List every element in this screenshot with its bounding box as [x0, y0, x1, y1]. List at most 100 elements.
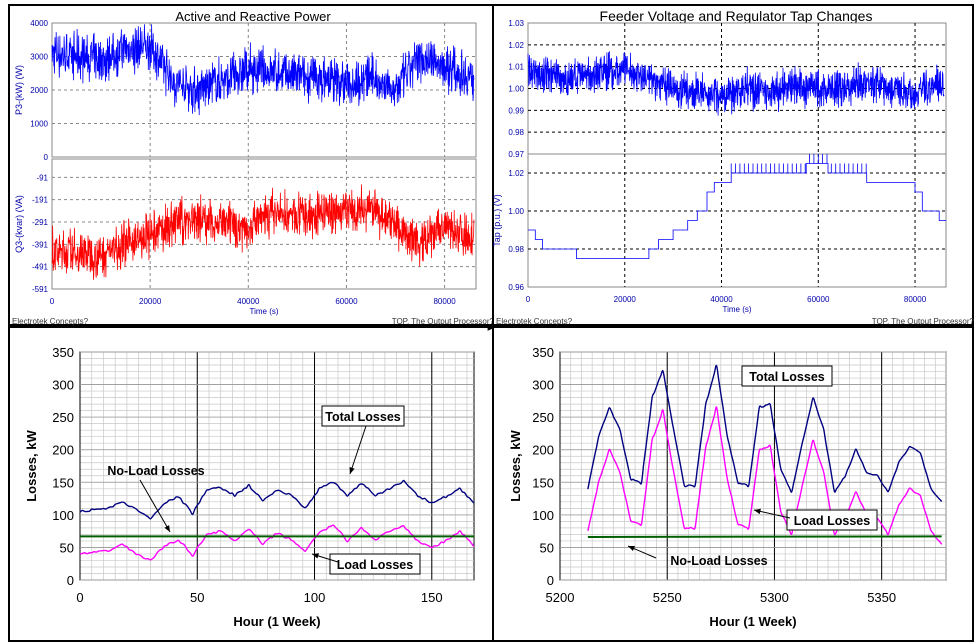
x-tick-label: 5200: [546, 590, 575, 605]
y-tick-label: 300: [532, 378, 554, 393]
y-tick-label: 3000: [30, 53, 48, 62]
panel-feeder-voltage: Feeder Voltage and Regulator Tap Changes…: [492, 4, 975, 326]
annotation-label: No-Load Losses: [670, 554, 767, 568]
x-axis-label: Hour (1 Week): [233, 614, 320, 629]
y-tick-label: 100: [532, 508, 554, 523]
annotation-label: Total Losses: [749, 370, 825, 384]
y-tick-label: -591: [32, 285, 49, 294]
x-tick-label: 0: [76, 590, 83, 605]
y-tick-label: 50: [540, 540, 554, 555]
series-line: [528, 154, 946, 259]
series-line: [587, 535, 942, 539]
panel-weekly-losses: 0 50 100 150 200 250 300 350 0 50 100 150 Hour (1 We…: [8, 326, 494, 642]
y-axis-label: Tap (p.u.) (V): [492, 194, 502, 247]
y-tick-label: 1.01: [508, 63, 524, 72]
annotation-arrowhead: [312, 553, 319, 559]
y-tick-label: 0.97: [508, 150, 524, 159]
y-tick-label: -491: [32, 263, 49, 272]
y-tick-label: -191: [32, 196, 49, 205]
y-tick-label: 200: [532, 443, 554, 458]
y-tick-label: 300: [52, 378, 74, 393]
x-tick-label: 80000: [904, 295, 927, 304]
annotation-arrow: [349, 425, 367, 475]
x-tick-label: 40000: [237, 297, 260, 306]
x-tick-label: 60000: [807, 295, 830, 304]
annotation-box: [329, 553, 421, 575]
y-tick-label: 150: [532, 475, 554, 490]
x-tick-label: 40000: [710, 295, 733, 304]
panel-zoomed-losses: 0 50 100 150 200 250 300 350 5200 5250 5300 5350 Hou…: [487, 325, 974, 642]
y-tick-label: 1000: [30, 120, 48, 129]
y-tick-label: 1.02: [508, 169, 524, 178]
y-tick-label: 1.00: [508, 85, 524, 94]
series-line: [79, 479, 475, 520]
annotation-label: Load Losses: [337, 558, 413, 572]
annotation-box: [321, 405, 405, 427]
x-tick-label: 20000: [614, 295, 637, 304]
x-tick-label: 5350: [867, 590, 896, 605]
x-tick-label: 60000: [335, 297, 358, 306]
y-tick-label: 250: [52, 410, 74, 425]
annotation-box: [741, 365, 833, 387]
footer-left: Electrotek Concepts?: [12, 317, 89, 326]
y-tick-label: 250: [532, 410, 554, 425]
series-line: [527, 51, 945, 116]
x-tick-label: 100: [304, 590, 326, 605]
chart-active-reactive-power: Active and Reactive Power 0 1000 2000 3000 40…: [12, 9, 495, 326]
series-line: [79, 524, 475, 561]
y-tick-label: 2000: [30, 86, 48, 95]
x-tick-label: 80000: [433, 297, 456, 306]
annotation-arrowhead: [164, 525, 170, 532]
y-tick-label: 0: [44, 153, 49, 162]
y-tick-label: 1.03: [508, 19, 524, 28]
y-tick-label: 0.98: [508, 245, 524, 254]
annotation-label: Total Losses: [325, 410, 401, 424]
annotation-label: Load Losses: [794, 514, 870, 528]
annotation-label: No-Load Losses: [107, 464, 204, 478]
annotation-arrow: [139, 479, 171, 533]
annotation-arrowhead: [487, 325, 494, 331]
y-tick-label: -91: [36, 173, 48, 182]
y-tick-label: 0: [547, 573, 554, 588]
y-tick-label: 350: [52, 345, 74, 360]
y-tick-label: 0.96: [508, 283, 524, 292]
series-line: [51, 24, 475, 116]
y-tick-label: 0.99: [508, 106, 524, 115]
series-line: [51, 184, 475, 280]
annotation-arrowhead: [754, 508, 761, 515]
chart-title: Feeder Voltage and Regulator Tap Changes: [600, 8, 873, 24]
y-tick-label: 1.00: [508, 207, 524, 216]
y-tick-label: 50: [60, 540, 74, 555]
x-tick-label: 20000: [139, 297, 162, 306]
y-tick-label: -391: [32, 240, 49, 249]
footer-left: Electrotek Concepts?: [496, 317, 573, 326]
footer-right: TOP, The Output Processor?: [872, 317, 975, 326]
y-tick-label: 1.02: [508, 41, 524, 50]
y-axis-label: Losses, kW: [24, 430, 39, 502]
x-tick-label: 5300: [760, 590, 789, 605]
y-tick-label: 100: [52, 508, 74, 523]
annotation-arrowhead: [349, 467, 355, 474]
y-tick-label: 0.98: [508, 128, 524, 137]
y-axis-label: Losses, kW: [508, 430, 523, 502]
panel-active-reactive-power: Active and Reactive Power 0 1000 2000 3000 40…: [8, 4, 495, 326]
x-axis-label: Time (s): [722, 305, 751, 314]
x-tick-label: 150: [421, 590, 443, 605]
x-tick-label: 0: [526, 295, 531, 304]
x-axis-label: Hour (1 Week): [709, 614, 796, 629]
series-line: [587, 364, 943, 502]
y-tick-label: -291: [32, 218, 49, 227]
y-tick-label: 150: [52, 475, 74, 490]
x-axis-label: Time (s): [249, 307, 278, 316]
y-tick-label: 4000: [30, 19, 48, 28]
series-line: [587, 406, 943, 545]
x-tick-label: 50: [190, 590, 204, 605]
y-tick-label: 0: [67, 573, 74, 588]
chart-title: Active and Reactive Power: [175, 9, 331, 24]
annotation-box: [786, 509, 878, 531]
chart-zoomed-losses: 0 50 100 150 200 250 300 350 5200 5250 5300 5350 Hou…: [487, 325, 947, 629]
annotation-arrowhead: [628, 546, 635, 551]
x-tick-label: 5250: [653, 590, 682, 605]
chart-feeder-voltage: Feeder Voltage and Regulator Tap Changes…: [492, 8, 975, 326]
x-tick-label: 0: [50, 297, 55, 306]
